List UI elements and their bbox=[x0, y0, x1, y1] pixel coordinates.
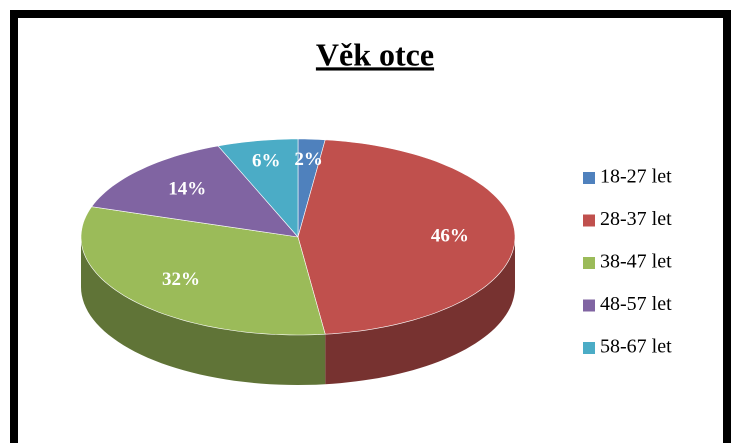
slice bbox=[217, 138, 299, 238]
legend-swatch bbox=[583, 342, 595, 354]
data-label: 46% bbox=[431, 225, 469, 246]
legend-label: 28-37 let bbox=[600, 208, 672, 230]
legend-label: 58-67 let bbox=[600, 336, 672, 358]
data-label: 2% bbox=[294, 149, 323, 170]
slice-side bbox=[81, 237, 326, 385]
slice bbox=[91, 145, 299, 238]
data-label: 14% bbox=[168, 178, 206, 199]
slice bbox=[297, 139, 516, 335]
legend-swatch bbox=[583, 257, 595, 269]
legend-swatch bbox=[583, 172, 595, 184]
chart-title: Věk otce bbox=[316, 36, 434, 72]
data-label: 6% bbox=[252, 150, 281, 171]
legend-label: 18-27 let bbox=[600, 166, 672, 188]
legend-swatch bbox=[583, 299, 595, 312]
slice-side bbox=[325, 237, 515, 385]
legend-label: 48-57 let bbox=[600, 293, 672, 315]
data-label: 32% bbox=[162, 269, 200, 290]
legend-swatch bbox=[583, 214, 595, 227]
frame bbox=[10, 10, 731, 443]
legend-label: 38-47 let bbox=[600, 251, 672, 273]
slice bbox=[80, 206, 326, 336]
